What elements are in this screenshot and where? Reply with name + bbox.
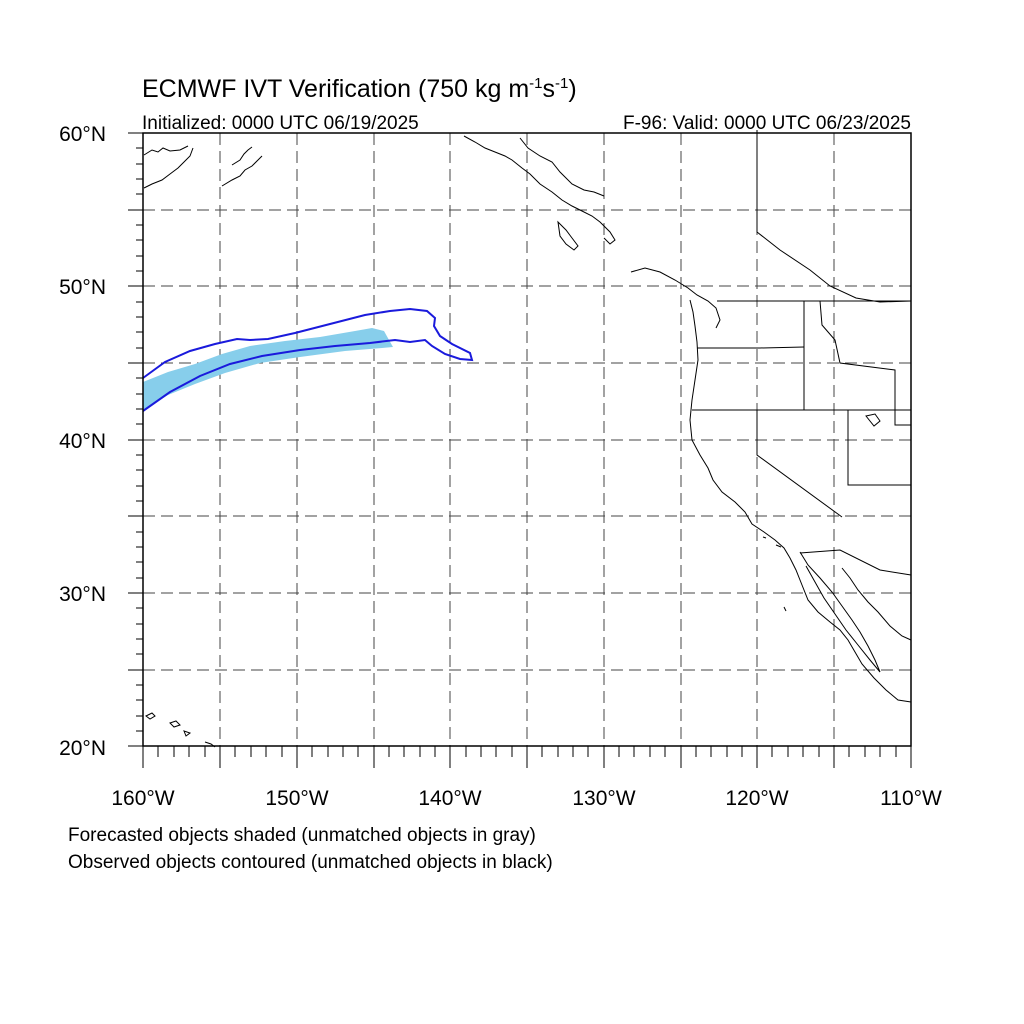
valid-time-label: F-96: Valid: 0000 UTC 06/23/2025 — [623, 113, 911, 134]
map-gridlines — [143, 133, 911, 746]
forecast-legend-note: Forecasted objects shaded (unmatched obj… — [68, 825, 536, 846]
observed-legend-note: Observed objects contoured (unmatched ob… — [68, 852, 553, 873]
lat-label-30n: 30°N — [59, 583, 106, 606]
lon-label-120w: 120°W — [725, 787, 788, 810]
lon-label-130w: 130°W — [572, 787, 635, 810]
lon-label-150w: 150°W — [265, 787, 328, 810]
lat-label-40n: 40°N — [59, 430, 106, 453]
lon-label-140w: 140°W — [418, 787, 481, 810]
lat-label-60n: 60°N — [59, 123, 106, 146]
lon-label-110w: 110°W — [880, 787, 942, 810]
axis-ticks — [128, 132, 912, 768]
map-title: ECMWF IVT Verification (750 kg m-1s-1) — [142, 75, 577, 103]
lat-label-20n: 20°N — [59, 737, 106, 760]
lat-label-50n: 50°N — [59, 276, 106, 299]
forecast-ivt-object — [143, 328, 393, 410]
observed-ivt-contour — [142, 307, 474, 412]
coastlines-and-borders — [143, 130, 912, 748]
lon-label-160w: 160°W — [111, 787, 174, 810]
init-time-label: Initialized: 0000 UTC 06/19/2025 — [142, 113, 419, 134]
